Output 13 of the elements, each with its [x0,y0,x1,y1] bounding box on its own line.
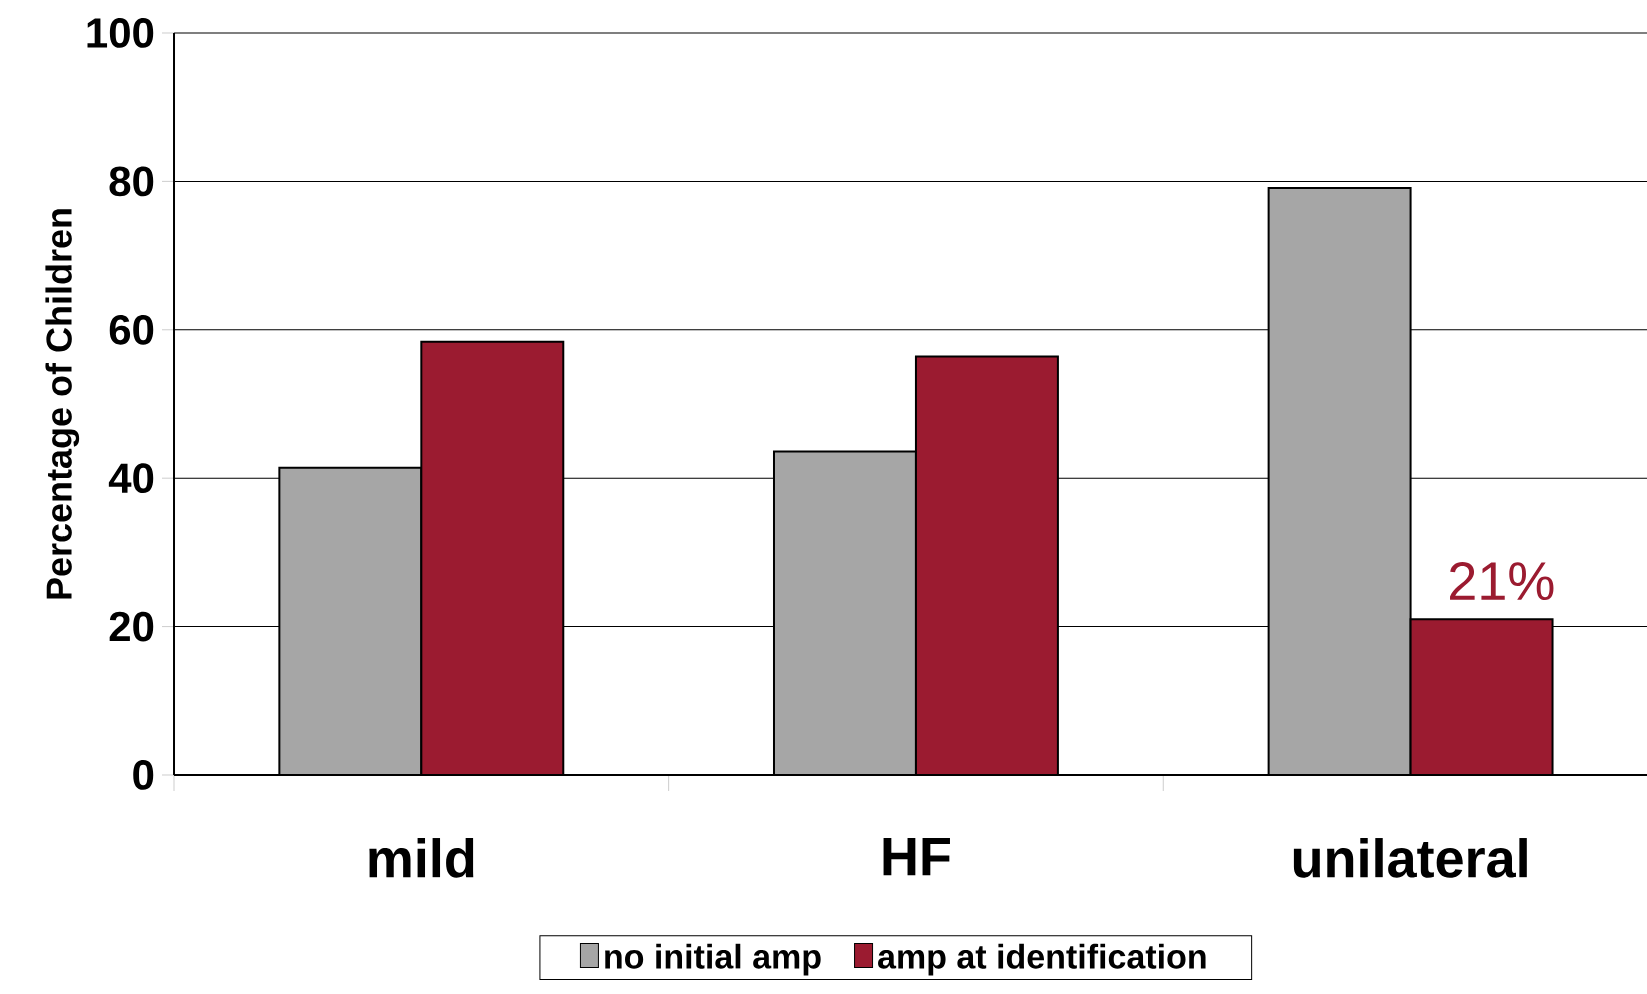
y-axis-title: Percentage of Children [45,209,80,599]
x-tick-label: HF [883,838,950,876]
y-tick-label: 60 [109,314,154,345]
y-tick-label: 80 [109,166,154,197]
x-tick-label: mild [369,838,474,878]
y-tick-label: 0 [133,760,154,790]
y-tick-label: 40 [108,463,154,494]
x-tick-label: unilateral [1293,838,1527,878]
data-label: 21% [1450,562,1554,601]
legend-label: no initial amp [605,943,821,976]
legend-label: amp at identification [878,943,1206,976]
y-tick-label: 100 [87,18,154,48]
y-tick-label: 20 [109,611,154,642]
